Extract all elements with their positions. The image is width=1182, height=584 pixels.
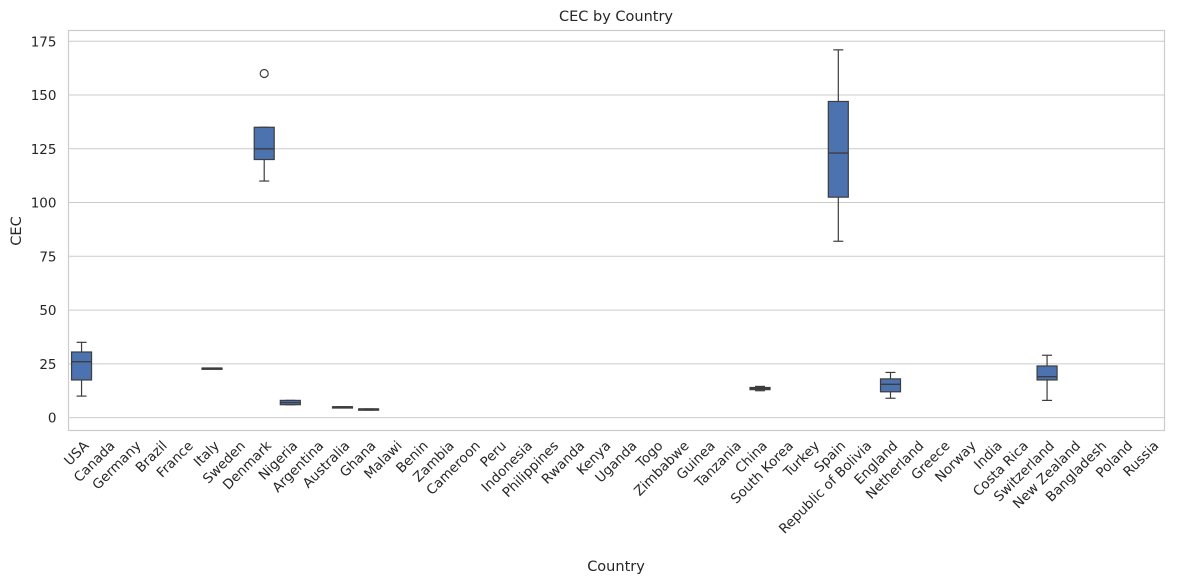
plot-area (70, 49, 1058, 411)
box-italy (201, 367, 223, 370)
iqr-box (879, 378, 902, 393)
chart-title: CEC by Country (559, 9, 673, 25)
x-axis-ticks: USACanadaGermanyBrazilFranceItalySwedenD… (61, 437, 1162, 537)
y-tick-label: 50 (39, 303, 56, 319)
box-china (749, 385, 771, 392)
y-tick-label: 100 (31, 196, 57, 212)
box-usa (70, 341, 93, 397)
gridlines (68, 40, 1165, 419)
box-australia (331, 406, 354, 409)
y-tick-label: 125 (31, 142, 57, 158)
y-tick-label: 0 (48, 411, 57, 427)
outlier-point (259, 68, 269, 79)
box-spain (827, 49, 849, 242)
box-nigeria (279, 399, 301, 406)
y-axis-title: CEC (9, 216, 25, 245)
plot-frame (67, 29, 1166, 432)
x-axis-title: Country (587, 559, 645, 575)
box-switzerland (1036, 354, 1058, 401)
y-tick-label: 175 (31, 34, 57, 50)
y-tick-label: 75 (39, 249, 56, 265)
y-axis-ticks: 0 25 50 75 100 125 150 175 (31, 34, 57, 426)
y-tick-label: 25 (39, 357, 56, 373)
iqr-box (70, 351, 93, 381)
box-ghana (357, 408, 380, 411)
iqr-box (1036, 365, 1058, 381)
iqr-box (827, 100, 849, 198)
box-england (879, 371, 902, 399)
iqr-box (253, 126, 275, 161)
y-tick-label: 150 (31, 88, 57, 104)
box-denmark (253, 68, 275, 182)
